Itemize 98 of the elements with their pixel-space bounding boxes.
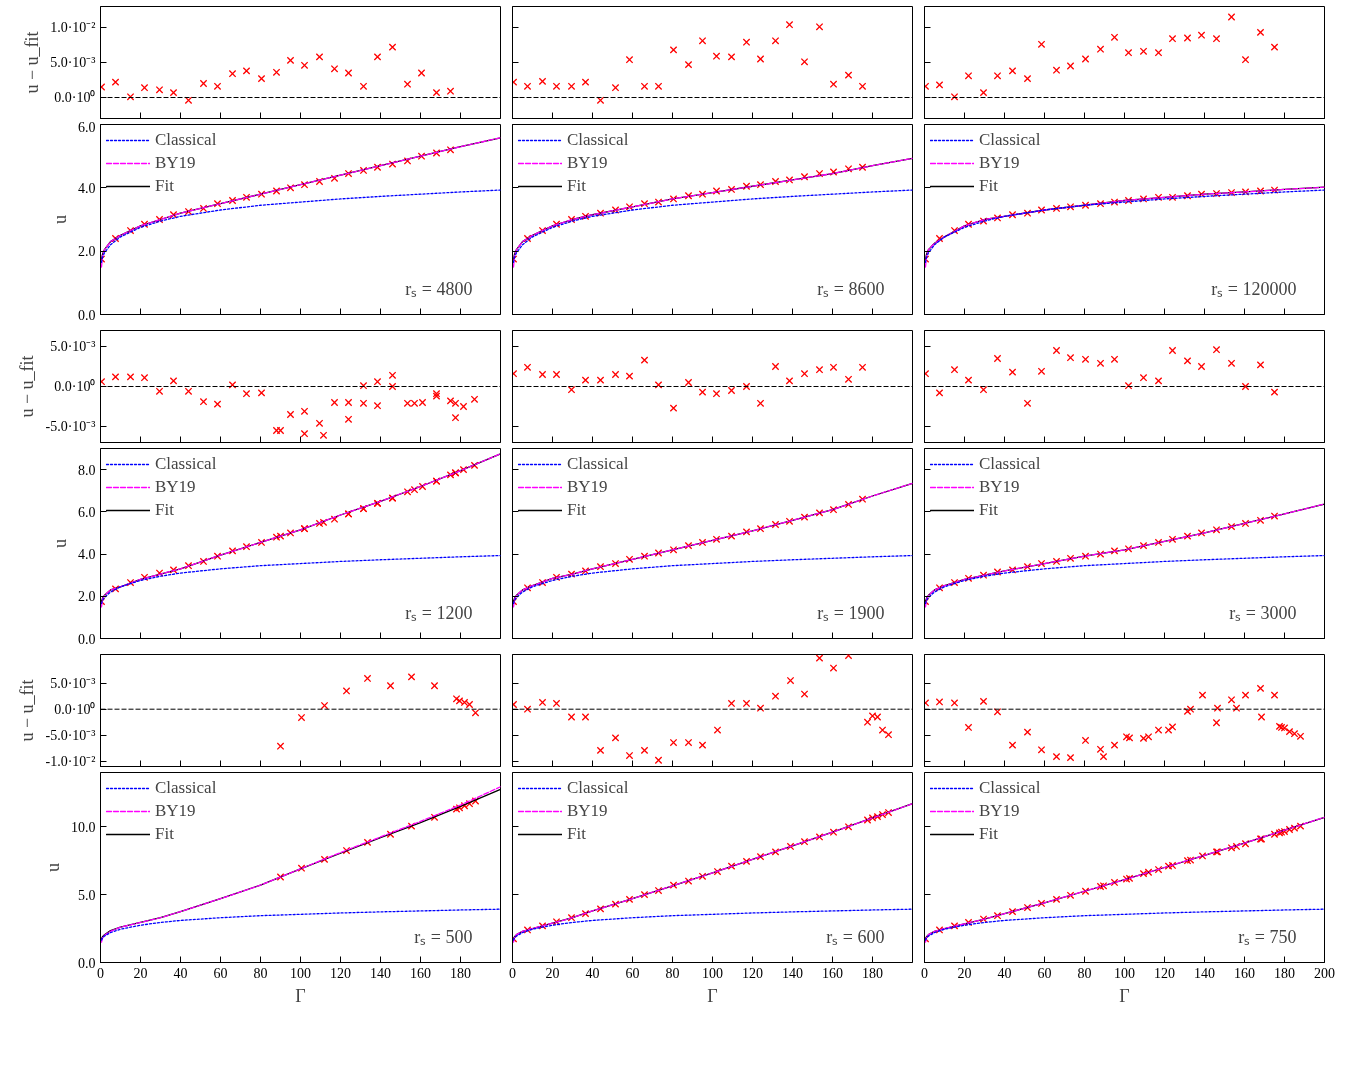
legend-label: BY19 (567, 801, 608, 821)
legend-label: Fit (979, 500, 999, 520)
x-tick-label: 180 (862, 965, 883, 981)
y-tick-label: 4.0 (78, 180, 96, 196)
annotation: rₛ = 1200 (405, 603, 473, 624)
legend-label: BY19 (155, 153, 196, 173)
x-tick-label: 80 (253, 965, 268, 981)
legend-label: Fit (567, 500, 587, 520)
y-axis-title: u − u_fit (22, 31, 43, 94)
x-tick-label: 80 (665, 965, 680, 981)
y-axis-title: u (50, 539, 70, 548)
x-tick-label: 120 (742, 965, 763, 981)
y-tick-label: 0.0 (78, 631, 96, 647)
legend-label: Fit (567, 824, 587, 844)
x-tick-label: 20 (957, 965, 972, 981)
x-tick-label: 120 (330, 965, 351, 981)
y-tick-label: 5.0·10⁻³ (50, 339, 96, 354)
y-axis-title: u − u_fit (17, 355, 38, 418)
y-tick-label: 6.0 (78, 504, 96, 520)
x-axis-title: Γ (707, 985, 718, 1006)
y-tick-label: 0.0·10⁰ (54, 701, 96, 717)
annotation: rₛ = 120000 (1211, 279, 1297, 300)
annotation: rₛ = 600 (826, 927, 885, 948)
x-tick-label: 0 (509, 965, 516, 981)
y-tick-label: 4.0 (78, 547, 96, 563)
legend-label: Fit (567, 176, 587, 196)
annotation: rₛ = 1900 (817, 603, 885, 624)
x-tick-label: 140 (1194, 965, 1215, 981)
annotation: rₛ = 500 (414, 927, 473, 948)
y-tick-label: -1.0·10⁻² (45, 753, 96, 769)
y-tick-label: 2.0 (78, 244, 96, 260)
annotation: rₛ = 3000 (1229, 603, 1297, 624)
legend-label: Classical (979, 454, 1041, 474)
x-tick-label: 140 (370, 965, 391, 981)
legend-label: BY19 (155, 801, 196, 821)
y-tick-label: 0.0 (78, 307, 96, 323)
y-tick-label: 1.0·10⁻² (50, 20, 96, 35)
legend-label: Classical (567, 130, 629, 150)
legend-label: Classical (979, 778, 1041, 798)
y-tick-label: 5.0·10⁻³ (50, 675, 96, 691)
x-tick-label: 80 (1077, 965, 1092, 981)
x-tick-label: 40 (173, 965, 188, 981)
y-tick-label: -5.0·10⁻³ (45, 727, 96, 743)
annotation: rₛ = 750 (1238, 927, 1297, 948)
legend-label: Classical (155, 454, 217, 474)
y-axis-title: u (50, 215, 70, 224)
x-tick-label: 160 (822, 965, 843, 981)
annotation: rₛ = 8600 (817, 279, 885, 300)
y-axis-title: u − u_fit (17, 679, 38, 742)
legend-label: Fit (979, 824, 999, 844)
legend-label: Fit (155, 500, 175, 520)
y-tick-label: -5.0·10⁻³ (45, 419, 96, 434)
x-tick-label: 0 (97, 965, 104, 981)
legend-label: Classical (155, 778, 217, 798)
x-tick-label: 100 (702, 965, 723, 981)
x-tick-label: 180 (450, 965, 471, 981)
x-tick-label: 20 (545, 965, 560, 981)
legend-label: BY19 (567, 153, 608, 173)
legend-label: BY19 (155, 477, 196, 497)
legend-label: Classical (155, 130, 217, 150)
x-tick-label: 200 (1314, 965, 1335, 981)
x-tick-label: 100 (1114, 965, 1135, 981)
x-tick-label: 0 (921, 965, 928, 981)
legend-label: Fit (155, 176, 175, 196)
x-tick-label: 120 (1154, 965, 1175, 981)
legend-label: BY19 (979, 477, 1020, 497)
legend-label: Classical (567, 454, 629, 474)
annotation: rₛ = 4800 (405, 279, 473, 300)
legend-label: BY19 (567, 477, 608, 497)
x-tick-label: 40 (997, 965, 1012, 981)
x-tick-label: 60 (625, 965, 640, 981)
legend-label: BY19 (979, 153, 1020, 173)
x-tick-label: 140 (782, 965, 803, 981)
legend-label: BY19 (979, 801, 1020, 821)
x-tick-label: 20 (133, 965, 148, 981)
y-tick-label: 0.0 (78, 955, 96, 971)
x-axis-title: Γ (1119, 985, 1130, 1006)
y-tick-label: 0.0·10⁰ (54, 379, 96, 394)
legend-label: Classical (567, 778, 629, 798)
y-tick-label: 5.0·10⁻³ (50, 55, 96, 70)
x-tick-label: 180 (1274, 965, 1295, 981)
y-axis-title: u (43, 863, 63, 872)
legend-label: Fit (155, 824, 175, 844)
y-tick-label: 6.0 (78, 119, 96, 135)
x-tick-label: 100 (290, 965, 311, 981)
legend-label: Classical (979, 130, 1041, 150)
x-tick-label: 60 (213, 965, 228, 981)
y-tick-label: 8.0 (78, 462, 96, 478)
x-tick-label: 160 (1234, 965, 1255, 981)
y-tick-label: 2.0 (78, 589, 96, 605)
y-tick-label: 0.0·10⁰ (54, 90, 96, 105)
x-tick-label: 40 (585, 965, 600, 981)
x-tick-label: 160 (410, 965, 431, 981)
y-tick-label: 10.0 (71, 819, 96, 835)
y-tick-label: 5.0 (78, 887, 96, 903)
legend-label: Fit (979, 176, 999, 196)
x-tick-label: 60 (1037, 965, 1052, 981)
x-axis-title: Γ (295, 985, 306, 1006)
